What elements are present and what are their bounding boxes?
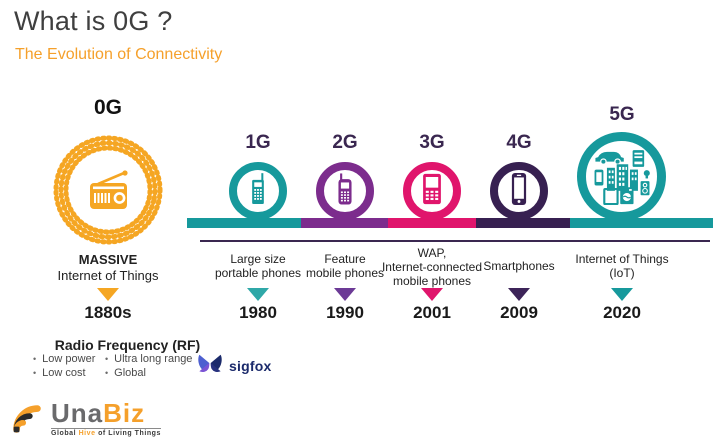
ring-5g [577, 132, 666, 221]
0g-marker-triangle [97, 288, 119, 301]
marker-triangle-3g [421, 288, 443, 301]
description-5g: Internet of Things (IoT) [575, 252, 669, 280]
sigfox-logo: sigfox [196, 351, 271, 380]
timeline-bar-segment-3g [388, 218, 476, 228]
marker-triangle-4g [508, 288, 530, 301]
description-2g: Feature mobile phones [305, 252, 385, 280]
year-1g: 1980 [239, 303, 277, 322]
generation-label-3g: 3G [419, 132, 445, 153]
brick-phone-icon [248, 172, 268, 210]
rf-heading: Radio Frequency (RF) [54, 337, 201, 353]
timeline-bar-segment-4g [476, 218, 570, 228]
bullet-icon: • [105, 368, 109, 378]
radio-icon [84, 170, 132, 217]
ring-2g [316, 162, 374, 220]
rf-bullet-ultra-long-range: • Ultra long range [105, 353, 193, 365]
generation-label-4g: 4G [506, 132, 532, 153]
generation-label-0g: 0G [93, 96, 122, 119]
year-3g: 2001 [413, 303, 451, 322]
timeline-divider-line [200, 240, 710, 242]
marker-triangle-1g [247, 288, 269, 301]
rf-bullet-low-power: • Low power [33, 353, 96, 365]
page-subtitle: The Evolution of Connectivity [15, 46, 223, 63]
bullet-icon: • [33, 368, 37, 378]
description-4g: Smartphones [483, 259, 555, 273]
marker-triangle-2g [334, 288, 356, 301]
unabiz-arcs-icon [8, 400, 46, 443]
ring-4g [490, 162, 548, 220]
0g-year: 1880s [84, 303, 132, 322]
year-2g: 1990 [326, 303, 364, 322]
generation-label-1g: 1G [245, 132, 271, 153]
ring-3g [403, 162, 461, 220]
page-title: What is 0G ? [14, 6, 173, 36]
unabiz-logo: UnaBiz Global Hive of Living Things [8, 400, 161, 443]
unabiz-wordmark: UnaBiz [51, 398, 146, 428]
bullet-icon: • [33, 354, 37, 364]
ring-1g [229, 162, 287, 220]
timeline-bar-segment-1g [187, 218, 301, 228]
marker-triangle-5g [611, 288, 633, 301]
rf-bullet-low-cost: • Low cost [33, 367, 86, 379]
dotted-circle-0g [48, 130, 168, 255]
feature-phone-icon [420, 173, 444, 210]
timeline-bar-segment-2g [301, 218, 388, 228]
smartphone-icon [510, 172, 528, 210]
year-5g: 2020 [603, 303, 641, 322]
bullet-icon: • [105, 354, 109, 364]
unabiz-wordmark-block: UnaBiz Global Hive of Living Things [51, 400, 161, 437]
iot-devices-icon [591, 143, 653, 210]
sigfox-wordmark: sigfox [229, 357, 272, 374]
year-4g: 2009 [500, 303, 538, 322]
description-1g: Large size portable phones [214, 252, 302, 280]
0g-caption: Internet of Things [57, 268, 159, 283]
generation-label-2g: 2G [332, 132, 358, 153]
sigfox-butterfly-icon [196, 351, 224, 380]
0g-caption-bold: MASSIVE [78, 252, 138, 267]
candybar-phone-icon [336, 172, 354, 210]
timeline-bar-segment-5g [570, 218, 713, 228]
generation-label-5g: 5G [609, 104, 635, 125]
rf-bullet-global: • Global [105, 367, 146, 379]
unabiz-tagline: Global Hive of Living Things [51, 428, 161, 437]
description-3g: WAP, Internet-connected mobile phones [381, 246, 483, 288]
